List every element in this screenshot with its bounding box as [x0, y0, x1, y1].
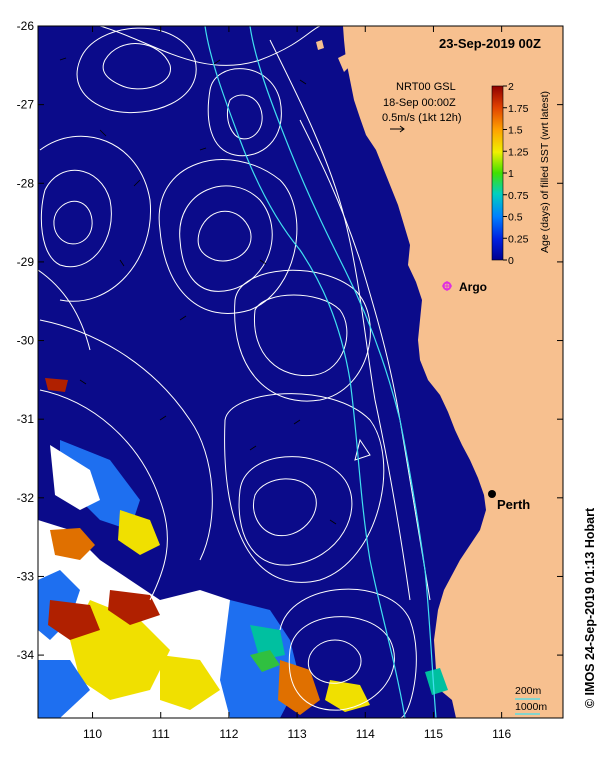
colorbar-tick-label: 0.5 — [508, 212, 523, 224]
isobath-1000m — [204, 26, 406, 718]
colorbar-tick-label: 1.5 — [508, 125, 523, 137]
lat-tick-label: -26 — [17, 19, 35, 33]
vector-scale-arrow — [390, 125, 405, 133]
lat-tick-label: -31 — [17, 412, 35, 426]
colorbar-tick-label: 1.25 — [508, 146, 529, 158]
current-vectors — [59, 57, 337, 525]
colorbar — [491, 85, 504, 261]
colorbar-tick-label: 0.25 — [508, 233, 529, 245]
sst-age-patches — [38, 378, 448, 718]
lat-tick-label: -30 — [17, 334, 35, 348]
lat-tick-label: -27 — [17, 98, 35, 112]
isobath-1000m-label: 1000m — [515, 701, 547, 713]
island — [338, 54, 350, 72]
longitude-axis: 110 111 112 113 114 115 116 — [83, 26, 512, 741]
colorbar-ticks: 2 1.75 1.5 1.25 1 0.75 0.5 0.25 0 — [503, 81, 529, 267]
colorbar-tick-label: 0 — [508, 255, 514, 267]
perth-marker — [488, 490, 496, 498]
argo-marker — [442, 281, 452, 291]
latitude-axis: -26 -27 -28 -29 -30 -31 -32 -33 -34 — [17, 19, 563, 662]
source-label: NRT00 GSL — [396, 81, 456, 93]
map-frame — [37, 25, 564, 719]
lat-tick-label: -32 — [17, 491, 35, 505]
map-title: 23-Sep-2019 00Z — [439, 36, 541, 51]
lat-tick-label: -33 — [17, 569, 35, 583]
lat-tick-label: -28 — [17, 176, 35, 190]
lon-tick-label: 115 — [424, 727, 443, 741]
lat-tick-label: -34 — [17, 648, 35, 662]
colorbar-label: Age (days) of filled SST (wrt latest) — [539, 91, 551, 253]
isobath-200m — [249, 26, 437, 718]
lon-tick-label: 114 — [356, 727, 375, 741]
lon-tick-label: 113 — [288, 727, 307, 741]
current-contours — [38, 26, 431, 718]
argo-label: Argo — [459, 280, 487, 294]
isobath-200m-label: 200m — [515, 685, 542, 697]
copyright-text: © IMOS 24-Sep-2019 01:13 Hobart — [583, 507, 597, 708]
island — [316, 40, 324, 50]
perth-label: Perth — [497, 497, 530, 512]
lon-tick-label: 111 — [152, 727, 171, 741]
lon-tick-label: 112 — [219, 727, 238, 741]
lon-tick-label: 116 — [492, 727, 511, 741]
colorbar-tick-label: 2 — [508, 81, 514, 93]
land-area — [343, 26, 563, 718]
colorbar-tick-label: 0.75 — [508, 190, 529, 202]
lon-tick-label: 110 — [83, 727, 102, 741]
lat-tick-label: -29 — [17, 255, 35, 269]
isobaths — [204, 26, 437, 718]
vector-scale-label: 0.5m/s (1kt 12h) — [382, 112, 461, 124]
colorbar-tick-label: 1.75 — [508, 103, 529, 115]
map-plot-area — [38, 26, 563, 718]
source-date-label: 18-Sep 00:00Z — [383, 97, 456, 109]
colorbar-tick-label: 1 — [508, 168, 514, 180]
